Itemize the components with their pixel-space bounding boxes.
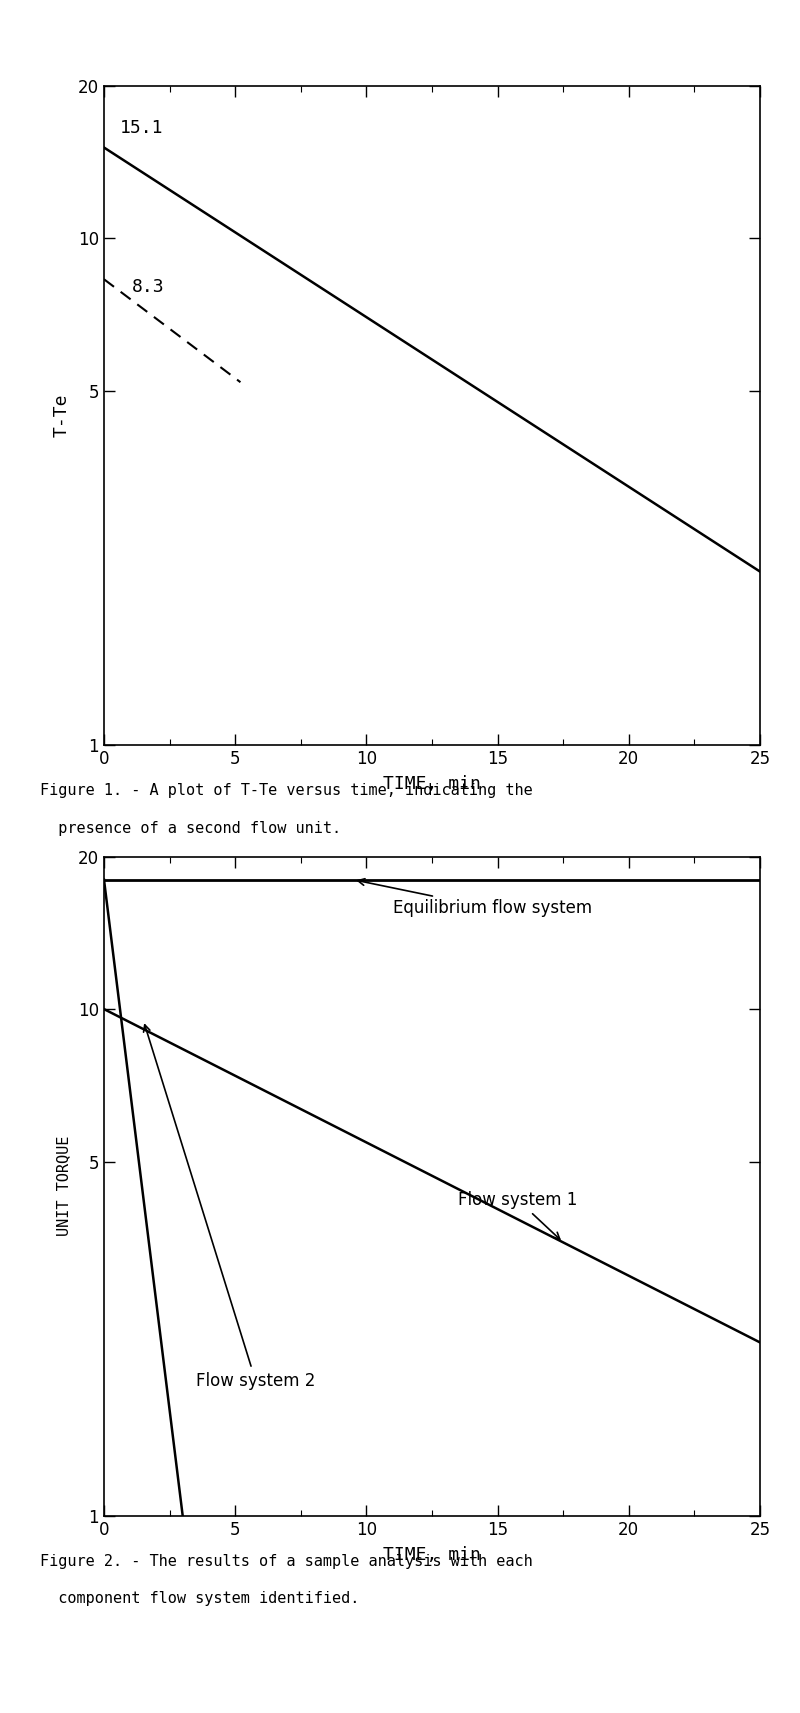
Text: presence of a second flow unit.: presence of a second flow unit.	[40, 821, 341, 836]
X-axis label: TIME, min: TIME, min	[383, 1545, 481, 1564]
Text: Equilibrium flow system: Equilibrium flow system	[358, 879, 592, 918]
Text: 15.1: 15.1	[120, 118, 163, 137]
Y-axis label: UNIT TORQUE: UNIT TORQUE	[56, 1136, 71, 1237]
Text: Figure 1. - A plot of T-Te versus time, indicating the: Figure 1. - A plot of T-Te versus time, …	[40, 783, 533, 798]
Text: Figure 2. - The results of a sample analysis with each: Figure 2. - The results of a sample anal…	[40, 1554, 533, 1569]
Text: component flow system identified.: component flow system identified.	[40, 1591, 359, 1607]
X-axis label: TIME, min: TIME, min	[383, 774, 481, 793]
Text: Flow system 2: Flow system 2	[143, 1024, 315, 1389]
Text: 8.3: 8.3	[131, 279, 164, 296]
Text: Flow system 1: Flow system 1	[458, 1191, 578, 1238]
Y-axis label: T-Te: T-Te	[53, 394, 71, 437]
